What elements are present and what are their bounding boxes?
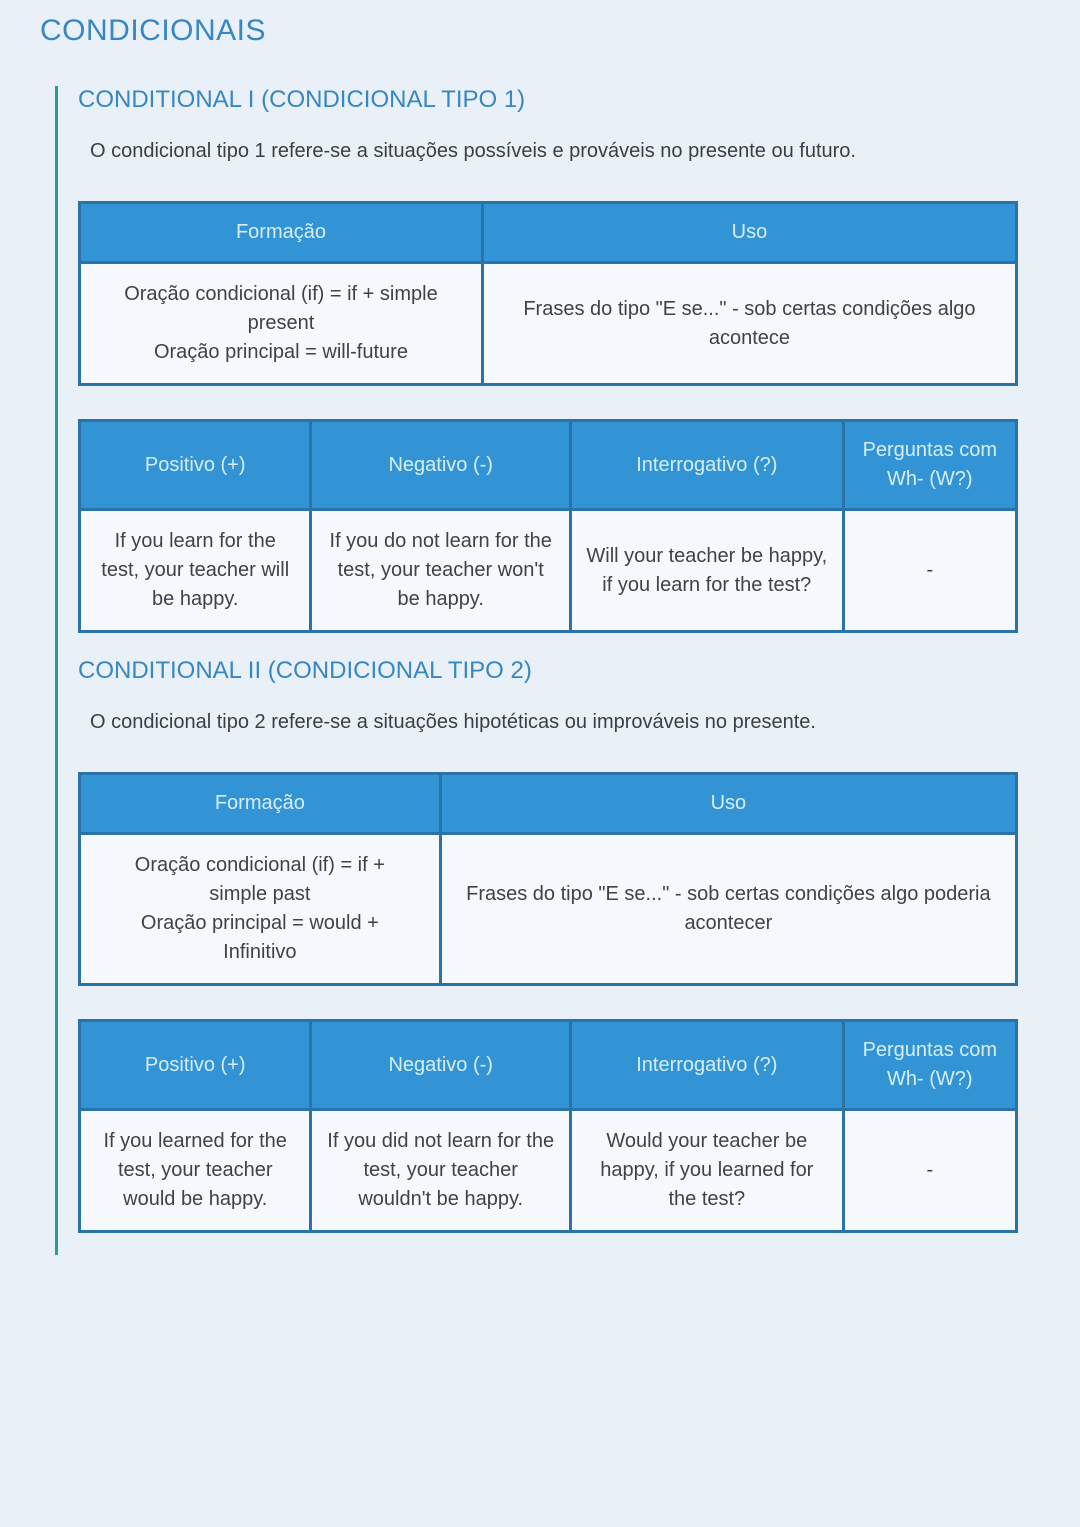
uso-cell: Frases do tipo "E se..." - sob certas co…	[438, 832, 1019, 986]
formation-usage-table-2: Formação Uso Oração condicional (if) = i…	[78, 772, 1019, 986]
document-page: CONDICIONAIS CONDITIONAL I (CONDICIONAL …	[0, 14, 1080, 1255]
content-area: CONDITIONAL I (CONDICIONAL TIPO 1) O con…	[55, 86, 1080, 1255]
table-row: If you learn for the test, your teacher …	[77, 508, 1019, 633]
table-header-row: Positivo (+) Negativo (-) Interrogativo …	[77, 1019, 1019, 1111]
section-conditional-1: CONDITIONAL I (CONDICIONAL TIPO 1) O con…	[77, 86, 1080, 633]
column-header-positivo: Positivo (+)	[77, 1019, 313, 1111]
formacao-cell: Oração condicional (if) = if + simple pr…	[78, 261, 484, 386]
sentence-forms-table-2: Positivo (+) Negativo (-) Interrogativo …	[77, 1019, 1019, 1233]
section-1-heading: CONDITIONAL I (CONDICIONAL TIPO 1)	[78, 86, 526, 113]
negativo-cell: If you did not learn for the test, your …	[309, 1108, 572, 1233]
formation-usage-table-1: Formação Uso Oração condicional (if) = i…	[78, 201, 1019, 386]
column-header-interrogativo: Interrogativo (?)	[568, 419, 845, 511]
negativo-cell: If you do not learn for the test, your t…	[309, 508, 572, 633]
column-header-uso: Uso	[480, 201, 1019, 264]
column-header-perguntas-wh: Perguntas com Wh- (W?)	[841, 1019, 1019, 1111]
uso-cell: Frases do tipo "E se..." - sob certas co…	[480, 261, 1019, 386]
column-header-negativo: Negativo (-)	[309, 419, 572, 511]
page-title: CONDICIONAIS	[40, 14, 267, 47]
table-row: Oração condicional (if) = if + simple pa…	[78, 832, 1019, 986]
table-header-row: Formação Uso	[78, 201, 1019, 264]
perguntas-wh-cell: -	[841, 508, 1019, 633]
column-header-formacao: Formação	[78, 201, 484, 264]
table-row: If you learned for the test, your teache…	[77, 1108, 1019, 1233]
section-2-heading: CONDITIONAL II (CONDICIONAL TIPO 2)	[78, 657, 532, 684]
column-header-positivo: Positivo (+)	[77, 419, 313, 511]
column-header-perguntas-wh: Perguntas com Wh- (W?)	[841, 419, 1019, 511]
positivo-cell: If you learned for the test, your teache…	[77, 1108, 313, 1233]
table-row: Oração condicional (if) = if + simple pr…	[78, 261, 1019, 386]
section-conditional-2: CONDITIONAL II (CONDICIONAL TIPO 2) O co…	[77, 657, 1080, 1233]
column-header-uso: Uso	[438, 772, 1019, 835]
table-header-row: Formação Uso	[78, 772, 1019, 835]
formacao-cell: Oração condicional (if) = if + simple pa…	[78, 832, 442, 986]
positivo-cell: If you learn for the test, your teacher …	[77, 508, 313, 633]
column-header-interrogativo: Interrogativo (?)	[568, 1019, 845, 1111]
section-1-description: O condicional tipo 1 refere-se a situaçõ…	[90, 140, 856, 162]
interrogativo-cell: Would your teacher be happy, if you lear…	[568, 1108, 845, 1233]
section-2-description: O condicional tipo 2 refere-se a situaçõ…	[90, 711, 816, 733]
column-header-formacao: Formação	[78, 772, 442, 835]
table-header-row: Positivo (+) Negativo (-) Interrogativo …	[77, 419, 1019, 511]
column-header-negativo: Negativo (-)	[309, 1019, 572, 1111]
interrogativo-cell: Will your teacher be happy, if you learn…	[568, 508, 845, 633]
sentence-forms-table-1: Positivo (+) Negativo (-) Interrogativo …	[77, 419, 1019, 633]
perguntas-wh-cell: -	[841, 1108, 1019, 1233]
